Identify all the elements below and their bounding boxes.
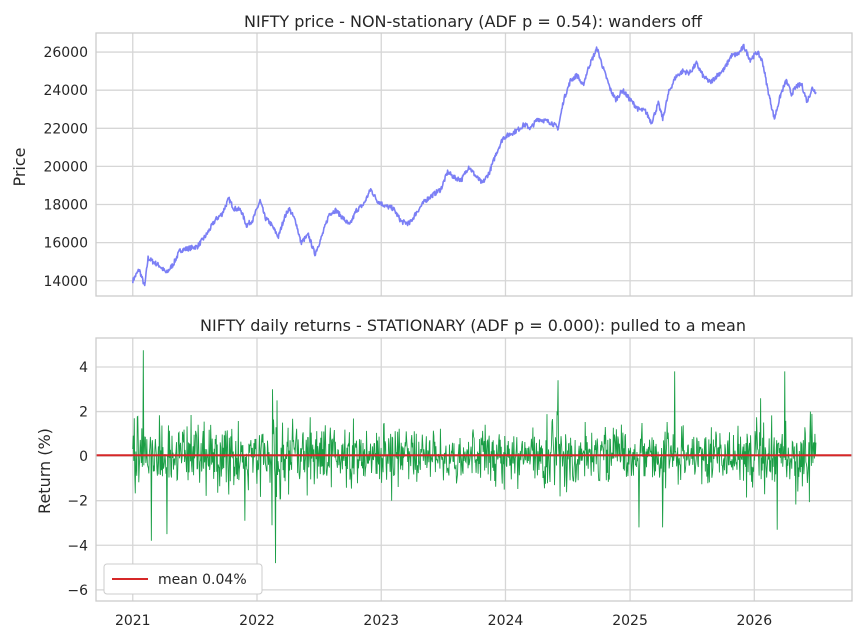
returns-plot-frame <box>95 337 853 602</box>
price-y-tick-label: 24000 <box>43 83 88 99</box>
price-y-tick-label: 16000 <box>43 236 88 252</box>
returns-panel: NIFTY daily returns - STATIONARY (ADF p … <box>35 316 853 629</box>
price-panel: NIFTY price - NON-stationary (ADF p = 0.… <box>10 12 853 297</box>
x-tick-label: 2023 <box>363 613 399 629</box>
returns-y-axis-label: Return (%) <box>35 428 54 514</box>
x-tick-label: 2022 <box>239 613 275 629</box>
returns-line <box>132 350 817 564</box>
price-y-tick-label: 26000 <box>43 45 88 61</box>
price-chart-title: NIFTY price - NON-stationary (ADF p = 0.… <box>244 12 703 31</box>
price-y-tick-label: 20000 <box>43 159 88 175</box>
legend: mean 0.04% <box>103 563 263 595</box>
legend-mean-label: mean 0.04% <box>158 572 247 588</box>
returns-chart-title: NIFTY daily returns - STATIONARY (ADF p … <box>200 316 746 335</box>
legend-box <box>103 563 263 595</box>
price-tick-labels: 14000 16000 18000 20000 22000 24000 26000 <box>43 45 88 290</box>
returns-y-tick-label: 2 <box>79 405 88 421</box>
returns-y-tick-label: 4 <box>79 360 88 376</box>
returns-y-tick-label: −6 <box>67 583 88 599</box>
price-y-tick-label: 18000 <box>43 198 88 214</box>
price-plot-frame <box>95 32 853 297</box>
returns-series <box>96 350 852 564</box>
returns-y-tick-label: −2 <box>67 494 88 510</box>
price-y-tick-label: 22000 <box>43 121 88 137</box>
price-y-tick-label: 14000 <box>43 274 88 290</box>
x-tick-label: 2025 <box>612 613 648 629</box>
x-tick-label: 2024 <box>488 613 524 629</box>
price-series <box>132 43 817 287</box>
returns-y-tick-label: 0 <box>79 449 88 465</box>
price-grid <box>96 33 852 296</box>
returns-y-tick-label: −4 <box>67 538 88 554</box>
x-tick-label: 2021 <box>115 613 151 629</box>
price-line <box>132 43 817 287</box>
x-tick-label: 2026 <box>736 613 772 629</box>
price-y-axis-label: Price <box>10 147 29 186</box>
returns-tick-labels: 2021 2022 2023 2024 2025 2026 −6 −4 −2 0 2 4 <box>67 360 772 629</box>
